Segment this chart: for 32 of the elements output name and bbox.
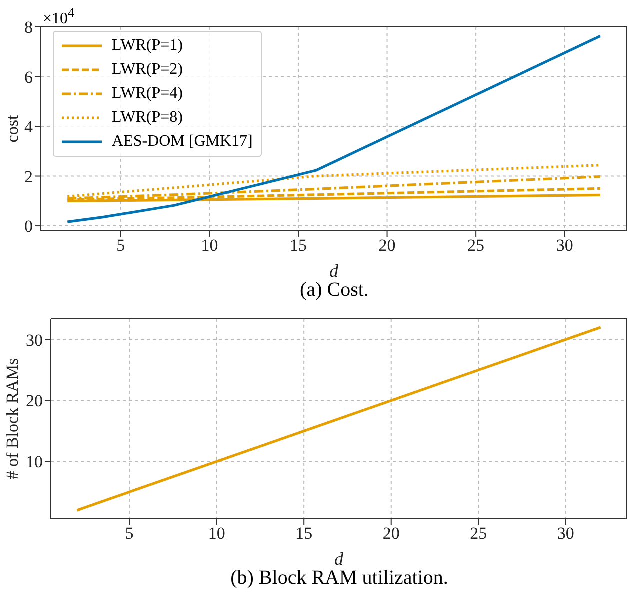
y-axis-title: # of Block RAMs [3, 358, 22, 480]
y-tick-label: 2 [24, 167, 33, 186]
x-tick-label: 10 [201, 236, 218, 256]
legend-label: LWR(P=4) [112, 85, 183, 103]
text: (a) Cost. [299, 279, 370, 303]
x-tick-label: 15 [296, 524, 313, 544]
y-axis-title: cost [3, 115, 22, 143]
legend-label: AES-DOM [GMK17] [112, 133, 253, 151]
x-tick-label: 5 [116, 236, 126, 256]
legend-label: LWR(P=1) [112, 37, 183, 55]
y-tick-label: 4 [24, 118, 34, 137]
y-tick-label: 20 [26, 392, 43, 411]
x-tick-label: 20 [382, 524, 400, 544]
x-tick-label: 20 [378, 236, 396, 256]
x-axis-title: d [330, 261, 340, 281]
x-axis-title: d [334, 549, 344, 569]
x-tick-label: 5 [125, 524, 134, 544]
legend-label: LWR(P=2) [112, 61, 183, 79]
x-tick-label: 25 [468, 236, 485, 256]
y-tick-label: 0 [24, 217, 33, 236]
legend-label: LWR(P=8) [112, 109, 183, 127]
y-tick-label: 8 [24, 18, 33, 38]
y-tick-label: 10 [26, 452, 43, 472]
x-tick-label: 15 [290, 236, 307, 256]
x-tick-label: 10 [208, 524, 226, 544]
y-tick-label: 6 [24, 68, 33, 87]
x-tick-label: 30 [556, 236, 574, 256]
y-tick-label: 30 [26, 330, 43, 350]
x-tick-label: 30 [557, 524, 574, 544]
annotation: ×10$^{4}$ [43, 5, 75, 28]
text: (b) Block RAM utilization. [230, 567, 450, 591]
x-tick-label: 25 [470, 524, 488, 544]
